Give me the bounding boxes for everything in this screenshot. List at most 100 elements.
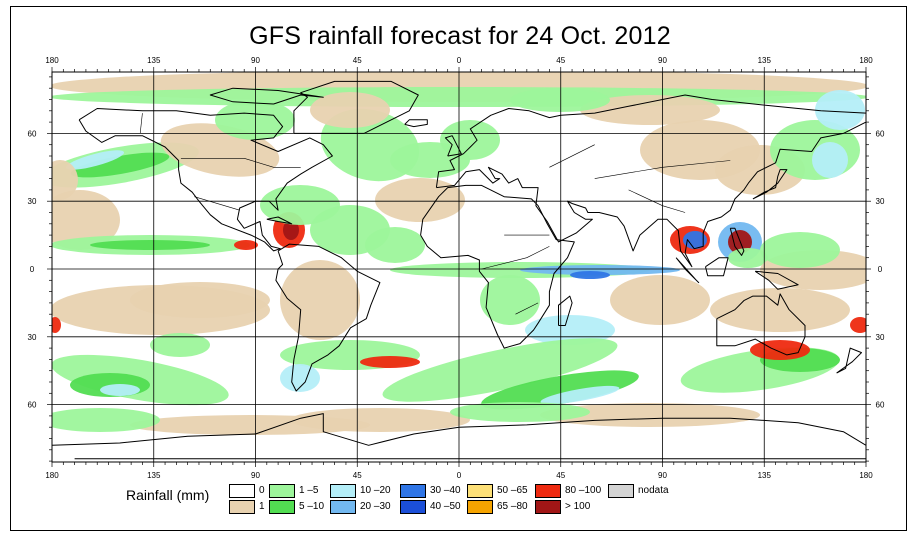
rain-patch xyxy=(375,178,465,222)
rain-patch xyxy=(750,340,810,360)
legend-label: nodata xyxy=(638,485,669,496)
map-title: GFS rainfall forecast for 24 Oct. 2012 xyxy=(249,22,671,50)
right-lat-label: 60 xyxy=(876,401,885,410)
right-lat-label: 0 xyxy=(878,265,883,274)
legend-swatch xyxy=(467,500,493,514)
rain-patch xyxy=(70,152,170,178)
rain-patch xyxy=(710,288,850,332)
rain-patch xyxy=(130,282,270,318)
coastline xyxy=(404,119,428,128)
rain-patch xyxy=(52,190,120,250)
left-lat-label: 30 xyxy=(28,197,37,206)
left-lat-label: 60 xyxy=(28,129,37,138)
rain-patch xyxy=(283,220,299,240)
legend-label: > 100 xyxy=(565,501,591,512)
rain-patch xyxy=(215,100,295,140)
rain-patch xyxy=(510,88,610,112)
left-lat-label: 30 xyxy=(28,333,37,342)
left-lat-label: 60 xyxy=(28,401,37,410)
legend-label: 40 –50 xyxy=(430,501,461,512)
axis-labels: 180 135 90 45 0 45 90 135 180 180 135 90 45 0 45 90 135 1… xyxy=(28,56,885,480)
rain-patch xyxy=(52,317,61,333)
coastline xyxy=(558,295,573,326)
bottom-lon-label: 180 xyxy=(859,471,873,480)
rain-patch xyxy=(150,333,210,357)
rain-patch xyxy=(382,338,618,402)
rain-patch xyxy=(728,248,768,268)
legend-label: 1 –5 xyxy=(299,485,319,496)
legend-label: 65 –80 xyxy=(497,501,528,512)
legend-swatch xyxy=(535,484,561,498)
rain-patch xyxy=(90,240,210,250)
rain-patch xyxy=(683,231,707,249)
rain-patch xyxy=(280,260,360,340)
legend-swatch xyxy=(467,484,493,498)
bottom-lon-label: 135 xyxy=(147,471,161,480)
bottom-lon-label: 180 xyxy=(45,471,59,480)
legend-title: Rainfall (mm) xyxy=(126,487,210,503)
coastline xyxy=(675,257,700,284)
graticule xyxy=(52,72,866,462)
rain-patch xyxy=(580,95,720,125)
rain-patch xyxy=(310,92,390,128)
top-lon-label: 180 xyxy=(859,56,873,65)
rain-patch xyxy=(850,317,866,333)
country-border xyxy=(549,144,595,168)
bottom-lon-label: 135 xyxy=(758,471,772,480)
rain-patch xyxy=(52,160,78,200)
right-lat-label: 30 xyxy=(876,333,885,342)
rain-patch xyxy=(481,370,639,410)
rain-patch xyxy=(450,402,590,422)
legend-label: 5 –10 xyxy=(299,501,325,512)
rain-patch xyxy=(815,90,865,130)
legend-label: 1 xyxy=(259,501,265,512)
rain-patch xyxy=(234,240,258,250)
legend-label: 80 –100 xyxy=(565,485,602,496)
right-lat-label: 30 xyxy=(876,197,885,206)
top-lon-label: 45 xyxy=(353,56,362,65)
legend-swatch xyxy=(229,484,255,498)
legend-swatch xyxy=(535,500,561,514)
country-border xyxy=(194,196,240,211)
coastline xyxy=(836,347,862,374)
legend-label: 50 –65 xyxy=(497,485,528,496)
rain-patch xyxy=(480,275,540,325)
rain-patch xyxy=(520,265,680,275)
country-border xyxy=(515,302,539,315)
coastline xyxy=(752,169,788,200)
coastline xyxy=(266,216,293,225)
right-lat-label: 60 xyxy=(876,129,885,138)
bottom-lon-label: 90 xyxy=(658,471,667,480)
bottom-lon-label: 45 xyxy=(353,471,362,480)
country-border xyxy=(139,113,143,134)
rain-patch xyxy=(360,356,420,368)
left-lat-label: 0 xyxy=(30,265,35,274)
legend-swatch xyxy=(269,500,295,514)
top-lon-label: 135 xyxy=(758,56,772,65)
rain-patch xyxy=(100,384,140,396)
coastline xyxy=(729,227,745,256)
legend-swatch xyxy=(400,500,426,514)
rain-patch xyxy=(65,150,125,170)
country-border xyxy=(481,246,550,270)
coastline xyxy=(444,135,462,157)
coastline xyxy=(275,243,381,392)
legend-swatch xyxy=(269,484,295,498)
rain-patch xyxy=(540,385,620,405)
figure-frame xyxy=(10,6,907,531)
legend-label: 20 –30 xyxy=(360,501,391,512)
rain-patch xyxy=(570,271,610,279)
top-lon-label: 180 xyxy=(45,56,59,65)
coastline xyxy=(754,270,799,290)
legend-swatch xyxy=(330,484,356,498)
coastline xyxy=(420,184,575,349)
country-border xyxy=(180,158,301,168)
legend-swatch xyxy=(608,484,634,498)
legend-label: 0 xyxy=(259,485,265,496)
continent-outlines xyxy=(52,80,866,460)
rain-patch xyxy=(540,403,760,427)
rain-patch xyxy=(812,142,848,178)
top-lon-label: 0 xyxy=(457,56,462,65)
rain-patch xyxy=(280,364,320,392)
rain-patch xyxy=(760,232,840,268)
